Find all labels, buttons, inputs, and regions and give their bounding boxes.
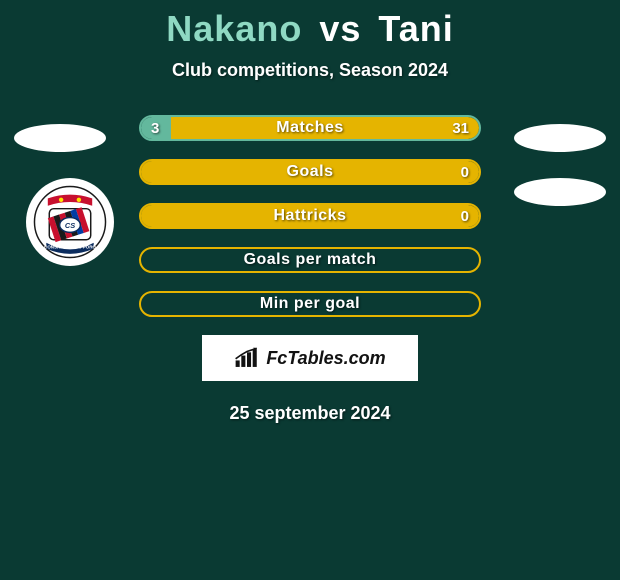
bar-chart-icon — [234, 347, 260, 369]
date-text: 25 september 2024 — [0, 403, 620, 424]
subtitle: Club competitions, Season 2024 — [0, 60, 620, 81]
team-logo: CS CONSADOLE SAPPORO — [26, 178, 114, 266]
avatar-placeholder-left — [14, 124, 106, 152]
bar-label: Min per goal — [141, 293, 479, 315]
bar-label: Hattricks — [141, 205, 479, 227]
stat-bar: 331Matches — [139, 115, 481, 141]
avatar-placeholder-right-2 — [514, 178, 606, 206]
player2-name: Tani — [378, 8, 453, 49]
vs-separator: vs — [319, 8, 361, 49]
consadole-logo-icon: CS CONSADOLE SAPPORO — [33, 185, 107, 259]
bar-label: Goals — [141, 161, 479, 183]
stat-bar: Min per goal — [139, 291, 481, 317]
svg-text:CONSADOLE SAPPORO: CONSADOLE SAPPORO — [44, 245, 96, 250]
avatar-placeholder-right-1 — [514, 124, 606, 152]
stat-bar: Goals per match — [139, 247, 481, 273]
stat-bar: 0Hattricks — [139, 203, 481, 229]
bar-label: Matches — [141, 117, 479, 139]
comparison-card: Nakano vs Tani Club competitions, Season… — [0, 0, 620, 580]
svg-text:CS: CS — [65, 221, 75, 230]
branding-box: FcTables.com — [202, 335, 418, 381]
branding-text: FcTables.com — [266, 348, 385, 369]
branding-logo: FcTables.com — [234, 347, 385, 369]
title: Nakano vs Tani — [0, 8, 620, 50]
player1-name: Nakano — [166, 8, 302, 49]
bar-label: Goals per match — [141, 249, 479, 271]
stat-bar: 0Goals — [139, 159, 481, 185]
stat-bars: 331Matches 0Goals 0Hattricks Goals per matc… — [139, 115, 481, 317]
